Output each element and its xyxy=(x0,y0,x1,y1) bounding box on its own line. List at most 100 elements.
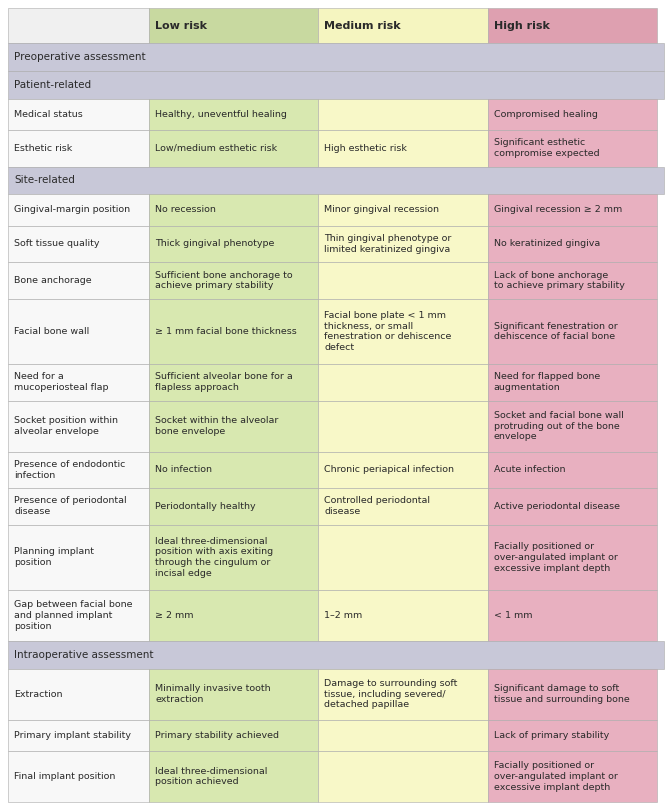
Bar xyxy=(149,525,319,590)
Bar xyxy=(8,71,664,99)
Bar xyxy=(8,8,149,43)
Bar xyxy=(149,590,319,641)
Text: Esthetic risk: Esthetic risk xyxy=(14,144,73,153)
Bar xyxy=(8,299,149,364)
Bar xyxy=(319,751,487,802)
Text: Thick gingival phenotype: Thick gingival phenotype xyxy=(155,240,274,249)
Text: Significant damage to soft
tissue and surrounding bone: Significant damage to soft tissue and su… xyxy=(493,684,629,704)
Text: Intraoperative assessment: Intraoperative assessment xyxy=(14,650,153,660)
Text: Sufficient alveolar bone for a
flapless approach: Sufficient alveolar bone for a flapless … xyxy=(155,373,293,392)
Bar xyxy=(8,130,149,167)
Text: Need for flapped bone
augmentation: Need for flapped bone augmentation xyxy=(493,373,600,392)
Text: Bone anchorage: Bone anchorage xyxy=(14,276,91,285)
Text: Final implant position: Final implant position xyxy=(14,772,116,781)
Text: Acute infection: Acute infection xyxy=(493,465,565,475)
Bar xyxy=(487,525,657,590)
Bar xyxy=(487,262,657,299)
Bar xyxy=(487,8,657,43)
Bar xyxy=(319,194,487,226)
Text: Thin gingival phenotype or
limited keratinized gingiva: Thin gingival phenotype or limited kerat… xyxy=(325,234,452,254)
Bar xyxy=(319,451,487,488)
Text: ≥ 1 mm facial bone thickness: ≥ 1 mm facial bone thickness xyxy=(155,327,297,336)
Bar xyxy=(487,364,657,401)
Bar xyxy=(149,668,319,719)
Bar xyxy=(487,751,657,802)
Bar xyxy=(319,226,487,262)
Bar xyxy=(149,364,319,401)
Text: Preoperative assessment: Preoperative assessment xyxy=(14,52,146,62)
Bar xyxy=(8,262,149,299)
Text: Gingival-margin position: Gingival-margin position xyxy=(14,206,130,215)
Text: Minimally invasive tooth
extraction: Minimally invasive tooth extraction xyxy=(155,684,271,704)
Bar xyxy=(319,668,487,719)
Bar xyxy=(149,194,319,226)
Text: Need for a
mucoperiosteal flap: Need for a mucoperiosteal flap xyxy=(14,373,108,392)
Bar xyxy=(487,299,657,364)
Bar xyxy=(8,364,149,401)
Bar xyxy=(319,525,487,590)
Text: Periodontally healthy: Periodontally healthy xyxy=(155,501,255,511)
Text: Controlled periodontal
disease: Controlled periodontal disease xyxy=(325,497,430,516)
Text: Significant fenestration or
dehiscence of facial bone: Significant fenestration or dehiscence o… xyxy=(493,322,618,341)
Text: Medium risk: Medium risk xyxy=(325,20,401,31)
Bar xyxy=(487,451,657,488)
Text: High risk: High risk xyxy=(493,20,550,31)
Text: Damage to surrounding soft
tissue, including severed/
detached papillae: Damage to surrounding soft tissue, inclu… xyxy=(325,679,458,710)
Bar xyxy=(319,401,487,451)
Text: High esthetic risk: High esthetic risk xyxy=(325,144,407,153)
Bar xyxy=(8,590,149,641)
Text: Presence of endodontic
infection: Presence of endodontic infection xyxy=(14,460,126,480)
Text: No keratinized gingiva: No keratinized gingiva xyxy=(493,240,600,249)
Text: Sufficient bone anchorage to
achieve primary stability: Sufficient bone anchorage to achieve pri… xyxy=(155,271,293,290)
Bar xyxy=(8,668,149,719)
Bar xyxy=(149,262,319,299)
Bar xyxy=(8,401,149,451)
Text: Facially positioned or
over-angulated implant or
excessive implant depth: Facially positioned or over-angulated im… xyxy=(493,542,618,573)
Text: Gap between facial bone
and planned implant
position: Gap between facial bone and planned impl… xyxy=(14,600,132,631)
Text: ≥ 2 mm: ≥ 2 mm xyxy=(155,611,194,620)
Text: Low risk: Low risk xyxy=(155,20,207,31)
Text: Lack of bone anchorage
to achieve primary stability: Lack of bone anchorage to achieve primar… xyxy=(493,271,624,290)
Text: Planning implant
position: Planning implant position xyxy=(14,548,94,567)
Bar xyxy=(487,130,657,167)
Text: Ideal three-dimensional
position with axis exiting
through the cingulum or
incis: Ideal three-dimensional position with ax… xyxy=(155,537,273,578)
Bar xyxy=(8,167,664,194)
Text: Socket position within
alveolar envelope: Socket position within alveolar envelope xyxy=(14,416,118,436)
Bar xyxy=(8,226,149,262)
Bar xyxy=(487,99,657,130)
Bar xyxy=(8,525,149,590)
Text: Site-related: Site-related xyxy=(14,176,75,185)
Text: Primary stability achieved: Primary stability achieved xyxy=(155,731,279,740)
Bar xyxy=(8,488,149,525)
Bar xyxy=(487,226,657,262)
Text: Lack of primary stability: Lack of primary stability xyxy=(493,731,609,740)
Text: Patient-related: Patient-related xyxy=(14,79,91,90)
Bar xyxy=(319,262,487,299)
Text: Primary implant stability: Primary implant stability xyxy=(14,731,131,740)
Bar xyxy=(8,451,149,488)
Text: < 1 mm: < 1 mm xyxy=(493,611,532,620)
Bar xyxy=(487,719,657,751)
Bar xyxy=(319,8,487,43)
Bar xyxy=(149,451,319,488)
Text: No recession: No recession xyxy=(155,206,216,215)
Bar xyxy=(319,299,487,364)
Bar xyxy=(8,99,149,130)
Text: 1–2 mm: 1–2 mm xyxy=(325,611,362,620)
Text: Active periodontal disease: Active periodontal disease xyxy=(493,501,620,511)
Text: Socket and facial bone wall
protruding out of the bone
envelope: Socket and facial bone wall protruding o… xyxy=(493,411,624,441)
Bar xyxy=(8,194,149,226)
Bar xyxy=(487,401,657,451)
Bar xyxy=(487,488,657,525)
Bar xyxy=(319,99,487,130)
Bar xyxy=(8,719,149,751)
Bar xyxy=(319,488,487,525)
Text: Extraction: Extraction xyxy=(14,689,62,698)
Bar xyxy=(149,719,319,751)
Text: Ideal three-dimensional
position achieved: Ideal three-dimensional position achieve… xyxy=(155,766,267,787)
Bar xyxy=(8,641,664,668)
Bar xyxy=(319,130,487,167)
Bar xyxy=(8,751,149,802)
Bar xyxy=(149,401,319,451)
Text: Compromised healing: Compromised healing xyxy=(493,110,597,119)
